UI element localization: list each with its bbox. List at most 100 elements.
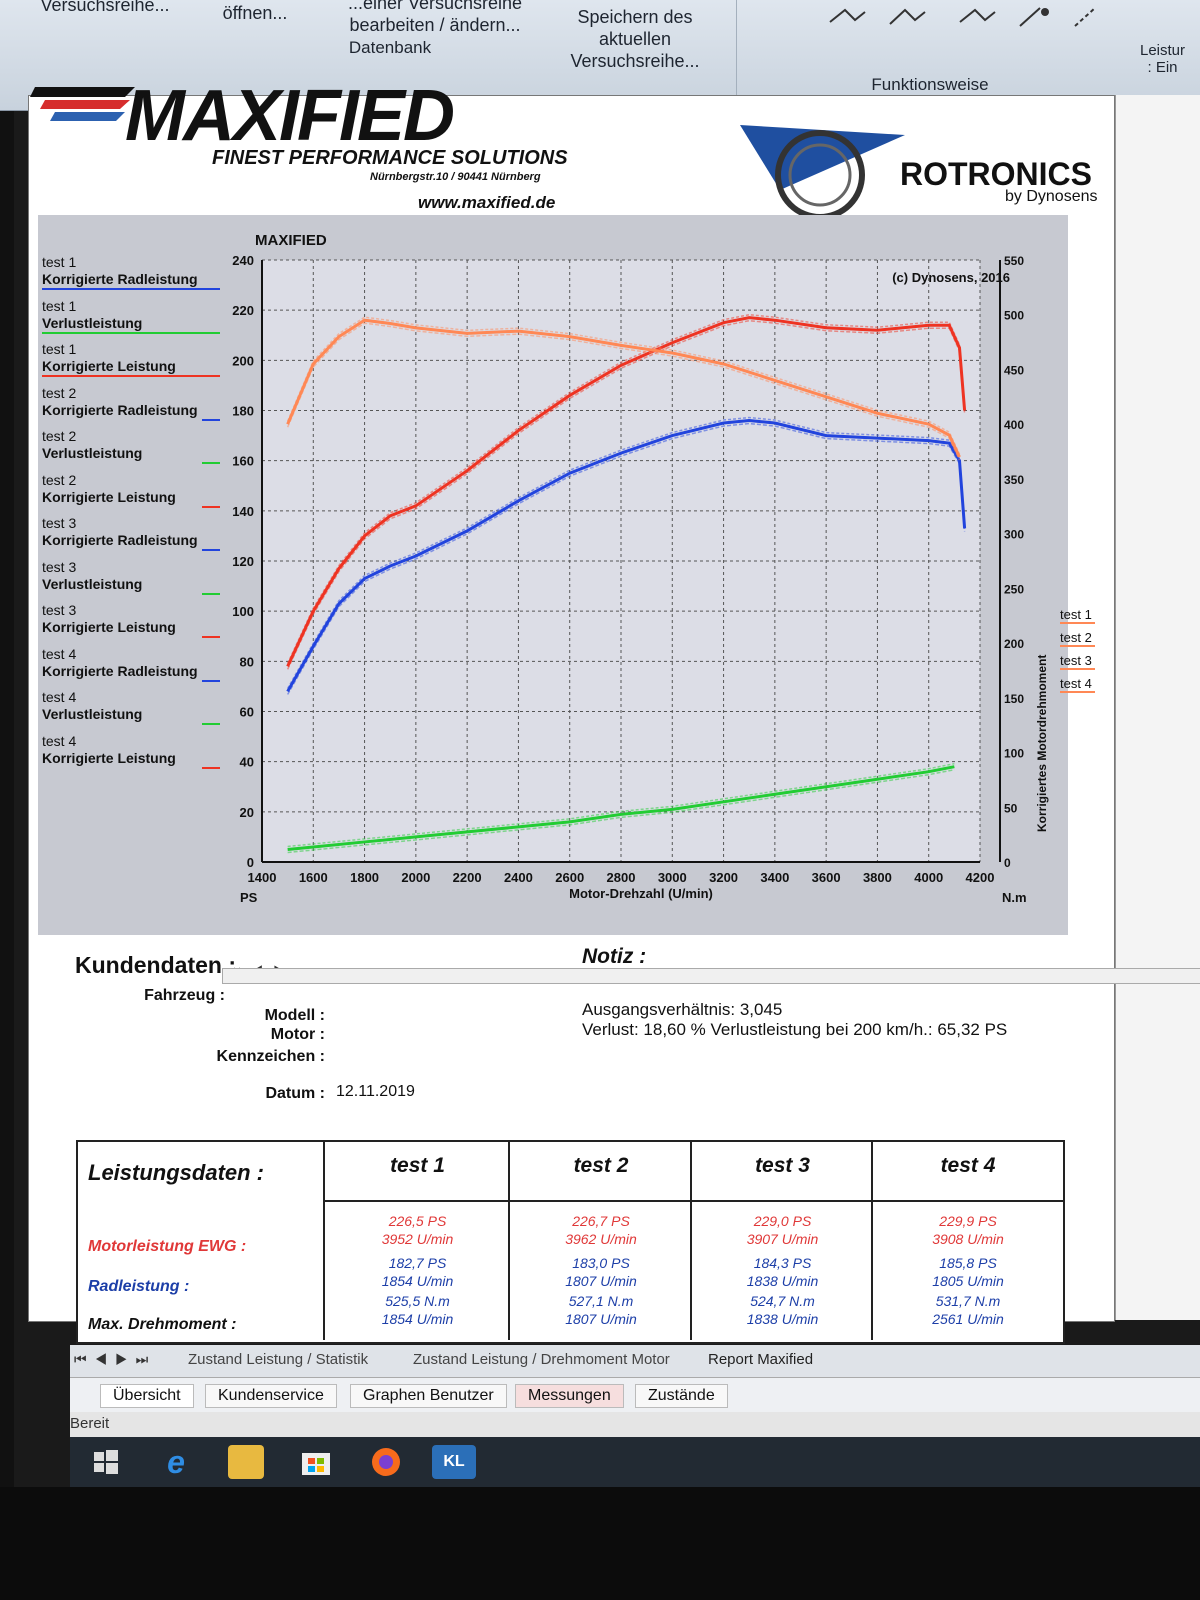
main-tabs-bar: Übersicht Kundenservice Graphen Benutzer… — [70, 1377, 1200, 1413]
monitor-bezel-left — [0, 0, 14, 1600]
legend-right-label: test 3 — [1060, 653, 1092, 668]
legend-series-label: Verlustleistung — [42, 575, 143, 592]
legend-entry: test 2 Verlustleistung — [42, 429, 252, 473]
legend-test-label: test 1 — [42, 341, 77, 357]
chart-copyright: (c) Dynosens, 2016 — [892, 270, 1010, 285]
legend-test-label: test 4 — [42, 645, 77, 662]
tab-report-maxified[interactable]: Report Maxified — [708, 1351, 814, 1368]
y2-tick-label: 100 — [1004, 747, 1024, 761]
maxified-stripes-icon — [30, 87, 135, 121]
tab-graphen-benutzer[interactable]: Graphen Benutzer — [350, 1384, 507, 1408]
leistung-right-label: Leistur : Ein — [1125, 42, 1200, 76]
rotronics-logo: ROTRONICS by Dynosens — [740, 120, 1120, 230]
legend-test-label: test 4 — [42, 689, 77, 705]
y2-axis-label: Korrigiertes Motordrehmoment — [1035, 655, 1049, 832]
x-tick-label: 1600 — [299, 870, 328, 885]
fahrzeug-label: Fahrzeug : — [144, 987, 225, 1004]
perf-column: test 3 229,0 PS 3907 U/min 184,3 PS 1838 U/m… — [690, 1142, 873, 1340]
legend-series-label: Verlustleistung — [42, 445, 143, 461]
edit-series-button[interactable]: bearbeiten / ändern... — [349, 15, 521, 35]
datum-value: 12.11.2019 — [336, 1083, 415, 1100]
perf-cell: 2561 U/min — [932, 1311, 1004, 1327]
legend-right-swatch — [1060, 622, 1095, 624]
perf-column-header: test 4 — [873, 1142, 1063, 1202]
legend-entry: test 4 Verlustleistung — [42, 690, 252, 734]
tab-zustaende[interactable]: Zustände — [635, 1384, 728, 1408]
y-tick-label: 240 — [232, 253, 254, 268]
chart-tools-icons[interactable] — [820, 2, 1120, 32]
legend-entry: test 4 Korrigierte Radleistung — [42, 645, 252, 691]
y2-tick-label: 50 — [1004, 801, 1018, 815]
y2-axis-unit: N.m — [1002, 890, 1027, 905]
perf-column-header: test 2 — [510, 1142, 692, 1202]
tab-kundenservice[interactable]: Kundenservice — [205, 1384, 337, 1408]
pencil-icon — [1019, 7, 1041, 27]
legend-test-label: test 1 — [42, 254, 77, 270]
y-tick-label: 0 — [247, 855, 254, 870]
legend-test-label: test 4 — [42, 732, 77, 749]
series-line-0 — [286, 316, 967, 667]
dyno-chart: 1400 1600 1800 2000 2200 2400 2600 2800 3000 3200… — [232, 232, 1049, 905]
y2-tick-label: 550 — [1004, 254, 1024, 268]
firefox-icon[interactable] — [368, 1445, 404, 1479]
y2-tick-label: 0 — [1004, 856, 1011, 870]
right-side-panel — [1115, 95, 1200, 1320]
file-explorer-icon[interactable] — [228, 1445, 264, 1479]
tab-messungen[interactable]: Messungen — [515, 1384, 624, 1408]
legend-series-label: Verlustleistung — [42, 706, 143, 722]
legend-series-label: Korrigierte Leistung — [42, 358, 176, 374]
legend-series-label: Korrigierte Radleistung — [42, 532, 198, 548]
series-line-3 — [287, 768, 955, 854]
legend-test-label: test 3 — [42, 558, 77, 575]
legend-swatch — [202, 679, 220, 682]
versuchsreihe-button[interactable]: Versuchsreihe... — [40, 0, 170, 15]
modell-label: Modell : — [264, 1007, 325, 1024]
tab-zustand-drehmoment[interactable]: Zustand Leistung / Drehmoment Motor — [413, 1351, 670, 1368]
y-tick-label: 20 — [240, 805, 254, 820]
perf-cell: 527,1 N.m — [568, 1293, 634, 1309]
legend-test-label: test 3 — [42, 602, 77, 618]
status-text: Bereit — [70, 1415, 110, 1432]
legend-series-label: Korrigierte Radleistung — [42, 401, 198, 418]
tab-uebersicht[interactable]: Übersicht — [100, 1384, 194, 1408]
x-tick-label: 1400 — [248, 870, 277, 885]
x-tick-label: 4200 — [966, 870, 995, 885]
store-icon[interactable] — [298, 1445, 334, 1479]
perf-cell: 1838 U/min — [746, 1311, 819, 1327]
motor-label: Motor : — [270, 1026, 325, 1043]
legend-series-label: Korrigierte Leistung — [42, 488, 176, 505]
x-tick-label: 3600 — [812, 870, 841, 885]
legend-right-label: test 1 — [1060, 607, 1092, 622]
legend-right-swatch — [1060, 668, 1095, 670]
x-tick-label: 3200 — [709, 870, 738, 885]
overlay-scroll-strip — [222, 968, 1200, 984]
perf-column-header: test 1 — [325, 1142, 510, 1202]
legend-entry: test 2 Korrigierte Radleistung — [42, 385, 252, 430]
kl-app-icon[interactable]: KL — [432, 1445, 476, 1479]
series-line-0 — [286, 313, 966, 664]
x-tick-label: 2600 — [555, 870, 584, 885]
series-line-1 — [286, 419, 967, 693]
y2-tick-label: 150 — [1004, 692, 1024, 706]
y-tick-label: 180 — [232, 404, 254, 419]
legend-entry: test 1 Korrigierte Radleistung — [42, 255, 252, 299]
x-tick-label: 3400 — [760, 870, 789, 885]
sheet-nav-arrows[interactable]: ⏮◀▶⏭ — [74, 1351, 157, 1367]
legend-test-label: test 2 — [42, 428, 77, 444]
legend-test-label: test 3 — [42, 515, 77, 531]
marker-icon — [1041, 8, 1049, 16]
save-series-button[interactable]: Speichern des aktuellen Versuchsreihe... — [540, 6, 730, 72]
legend-swatch — [202, 418, 220, 421]
open-button[interactable]: öffnen... — [222, 3, 288, 23]
status-bar: Bereit — [70, 1412, 1200, 1437]
perf-cell: 525,5 N.m — [385, 1293, 450, 1309]
legend-entry: test 2 Korrigierte Leistung — [42, 472, 252, 517]
windows-start-icon[interactable] — [88, 1445, 124, 1479]
series-line-2 — [286, 316, 961, 455]
legend-entry: test 3 Korrigierte Radleistung — [42, 516, 252, 560]
edge-browser-icon[interactable]: e — [167, 1444, 185, 1480]
y-tick-label: 160 — [232, 454, 254, 469]
legend-entry: test 1 Verlustleistung — [42, 298, 252, 343]
tab-zustand-statistik[interactable]: Zustand Leistung / Statistik — [188, 1351, 369, 1368]
series-line-3 — [287, 765, 955, 851]
